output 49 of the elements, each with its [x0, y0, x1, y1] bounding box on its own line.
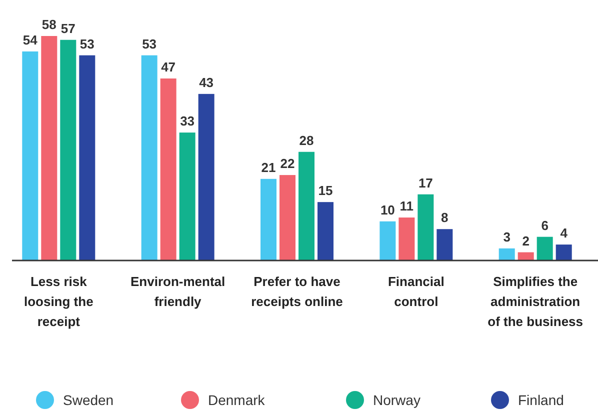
legend-label: Norway — [373, 392, 420, 408]
bar — [536, 236, 553, 260]
data-label: 10 — [380, 202, 395, 218]
bar — [79, 55, 96, 260]
x-tick-label: Environ-mental friendly — [130, 274, 226, 309]
bar — [318, 202, 334, 260]
data-label: 17 — [418, 175, 433, 190]
data-label: 53 — [142, 36, 157, 52]
bar — [518, 252, 534, 260]
data-label: 6 — [541, 218, 548, 233]
data-label: 54 — [22, 32, 38, 48]
data-label: 2 — [522, 233, 530, 248]
bar — [179, 132, 196, 260]
data-label: 53 — [80, 36, 94, 52]
data-label: 47 — [161, 59, 176, 74]
data-label: 33 — [180, 114, 195, 129]
bar — [418, 194, 434, 260]
data-label: 28 — [299, 132, 314, 148]
data-label: 58 — [42, 17, 56, 32]
bar — [298, 152, 314, 260]
x-tick-label: Prefer to have receipts online — [251, 274, 343, 309]
bar — [280, 175, 296, 260]
bar — [498, 248, 515, 260]
bar — [22, 51, 38, 260]
data-label: 57 — [60, 20, 76, 36]
bar — [41, 36, 58, 260]
x-tick-label: Less risk loosing the receipt — [24, 274, 94, 329]
bar — [60, 40, 76, 260]
data-label: 11 — [400, 198, 414, 214]
x-tick-label: Simplifies the administration of the business — [488, 274, 584, 329]
bar — [380, 221, 396, 260]
data-label: 4 — [560, 226, 568, 241]
legend-label: Denmark — [208, 392, 266, 408]
data-label: 15 — [318, 183, 333, 198]
bar — [260, 178, 276, 260]
data-label: 43 — [199, 74, 214, 90]
data-label: 3 — [503, 229, 510, 244]
bar — [160, 78, 176, 260]
data-label: 8 — [441, 210, 448, 226]
data-label: 21 — [261, 160, 276, 175]
data-label: 22 — [280, 156, 295, 172]
bar — [198, 94, 214, 260]
bar — [398, 218, 415, 260]
bar — [141, 55, 158, 260]
legend-label: Finland — [518, 392, 564, 408]
x-tick-label: Financial control — [388, 274, 444, 309]
legend-label: Sweden — [63, 392, 114, 408]
bar — [556, 244, 572, 260]
bar — [436, 229, 453, 260]
